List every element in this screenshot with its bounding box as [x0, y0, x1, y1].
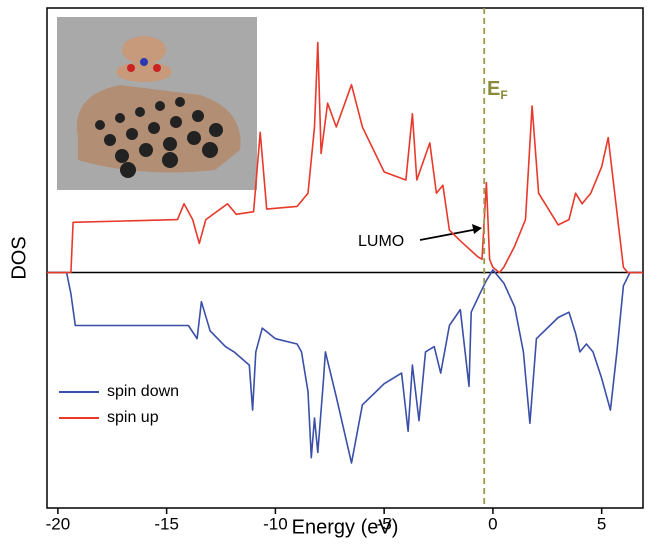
fermi-label: EF — [487, 78, 508, 102]
x-tick-label: 0 — [488, 514, 497, 533]
x-tick-label: -10 — [263, 514, 288, 533]
inset-atom — [153, 64, 161, 72]
series-line — [47, 269, 643, 464]
x-tick-label: -5 — [377, 514, 392, 533]
x-tick-label: -20 — [46, 514, 71, 533]
inset-lattice — [95, 97, 223, 178]
x-tick-label: -15 — [154, 514, 179, 533]
fermi-label-main: E — [487, 78, 500, 100]
x-axis-label: Energy (eV) — [292, 516, 399, 538]
annotation: LUMO — [358, 233, 404, 250]
inset-image — [57, 17, 257, 190]
annotation-arrowhead — [472, 224, 482, 234]
x-tick-label: 5 — [597, 514, 606, 533]
legend-label: spin down — [107, 383, 179, 400]
inset-atom — [140, 58, 148, 66]
series-line — [47, 41, 643, 274]
plot-frame — [46, 7, 644, 509]
inset-orbital — [122, 36, 166, 64]
fermi-label-sub: F — [500, 88, 507, 102]
y-axis-label: DOS — [8, 236, 30, 279]
annotation-arrow — [419, 228, 479, 241]
inset-atom — [127, 64, 135, 72]
legend-label: spin up — [107, 409, 159, 426]
